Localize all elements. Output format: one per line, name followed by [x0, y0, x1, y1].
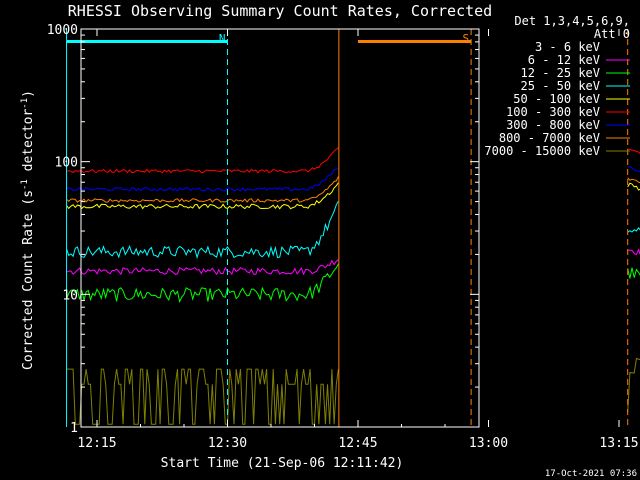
- series-line-1: [66, 248, 640, 276]
- legend-label-2: 12 - 25 keV: [521, 66, 600, 80]
- series-line-8: [66, 357, 640, 425]
- legend-label-5: 100 - 300 keV: [506, 105, 600, 119]
- x-tick-label-1: 12:30: [208, 436, 247, 451]
- legend-label-6: 300 - 800 keV: [506, 118, 600, 132]
- flag-bar-1: [358, 40, 472, 43]
- y-tick-label-3: 1000: [47, 23, 78, 38]
- chart-title: RHESSI Observing Summary Count Rates, Co…: [68, 2, 492, 20]
- y-tick-label-2: 100: [55, 156, 78, 171]
- footer-timestamp: 17-Oct-2021 07:36: [545, 469, 637, 479]
- legend-label-1: 6 - 12 keV: [528, 53, 600, 67]
- series-line-2: [66, 263, 640, 304]
- legend-header-line-2: Att 0: [594, 27, 630, 41]
- x-tick-label-4: 13:15: [599, 436, 638, 451]
- legend-label-3: 25 - 50 keV: [521, 79, 600, 93]
- legend-label-4: 50 - 100 keV: [513, 92, 600, 106]
- flag-label-1: S: [462, 32, 469, 45]
- legend-label-8: 7000 - 15000 keV: [484, 144, 600, 158]
- y-axis-label: Corrected Count Rate (s-1 detector-1): [20, 90, 36, 370]
- flag-label-0: N: [219, 32, 226, 45]
- legend-header-line-1: Det 1,3,4,5,6,9,: [514, 14, 630, 28]
- x-tick-label-3: 13:00: [469, 436, 508, 451]
- y-tick-label-0: 1: [70, 421, 78, 436]
- x-axis-label: Start Time (21-Sep-06 12:11:42): [161, 456, 404, 471]
- y-tick-label-1: 10: [62, 288, 78, 303]
- series-line-4: [66, 182, 640, 210]
- series-line-0: [66, 320, 640, 367]
- x-tick-label-2: 12:45: [338, 436, 377, 451]
- plot-frame: [80, 28, 480, 428]
- series-line-7: [66, 176, 640, 203]
- series-line-6: [66, 166, 640, 192]
- flag-bar-0: [66, 40, 228, 43]
- legend-label-7: 800 - 7000 keV: [499, 131, 600, 145]
- x-tick-label-0: 12:15: [77, 436, 116, 451]
- series-line-3: [66, 201, 640, 260]
- y-axis: 1 10 100 1000: [47, 23, 479, 436]
- series-line-5: [66, 147, 640, 174]
- legend-label-0: 3 - 6 keV: [535, 40, 600, 54]
